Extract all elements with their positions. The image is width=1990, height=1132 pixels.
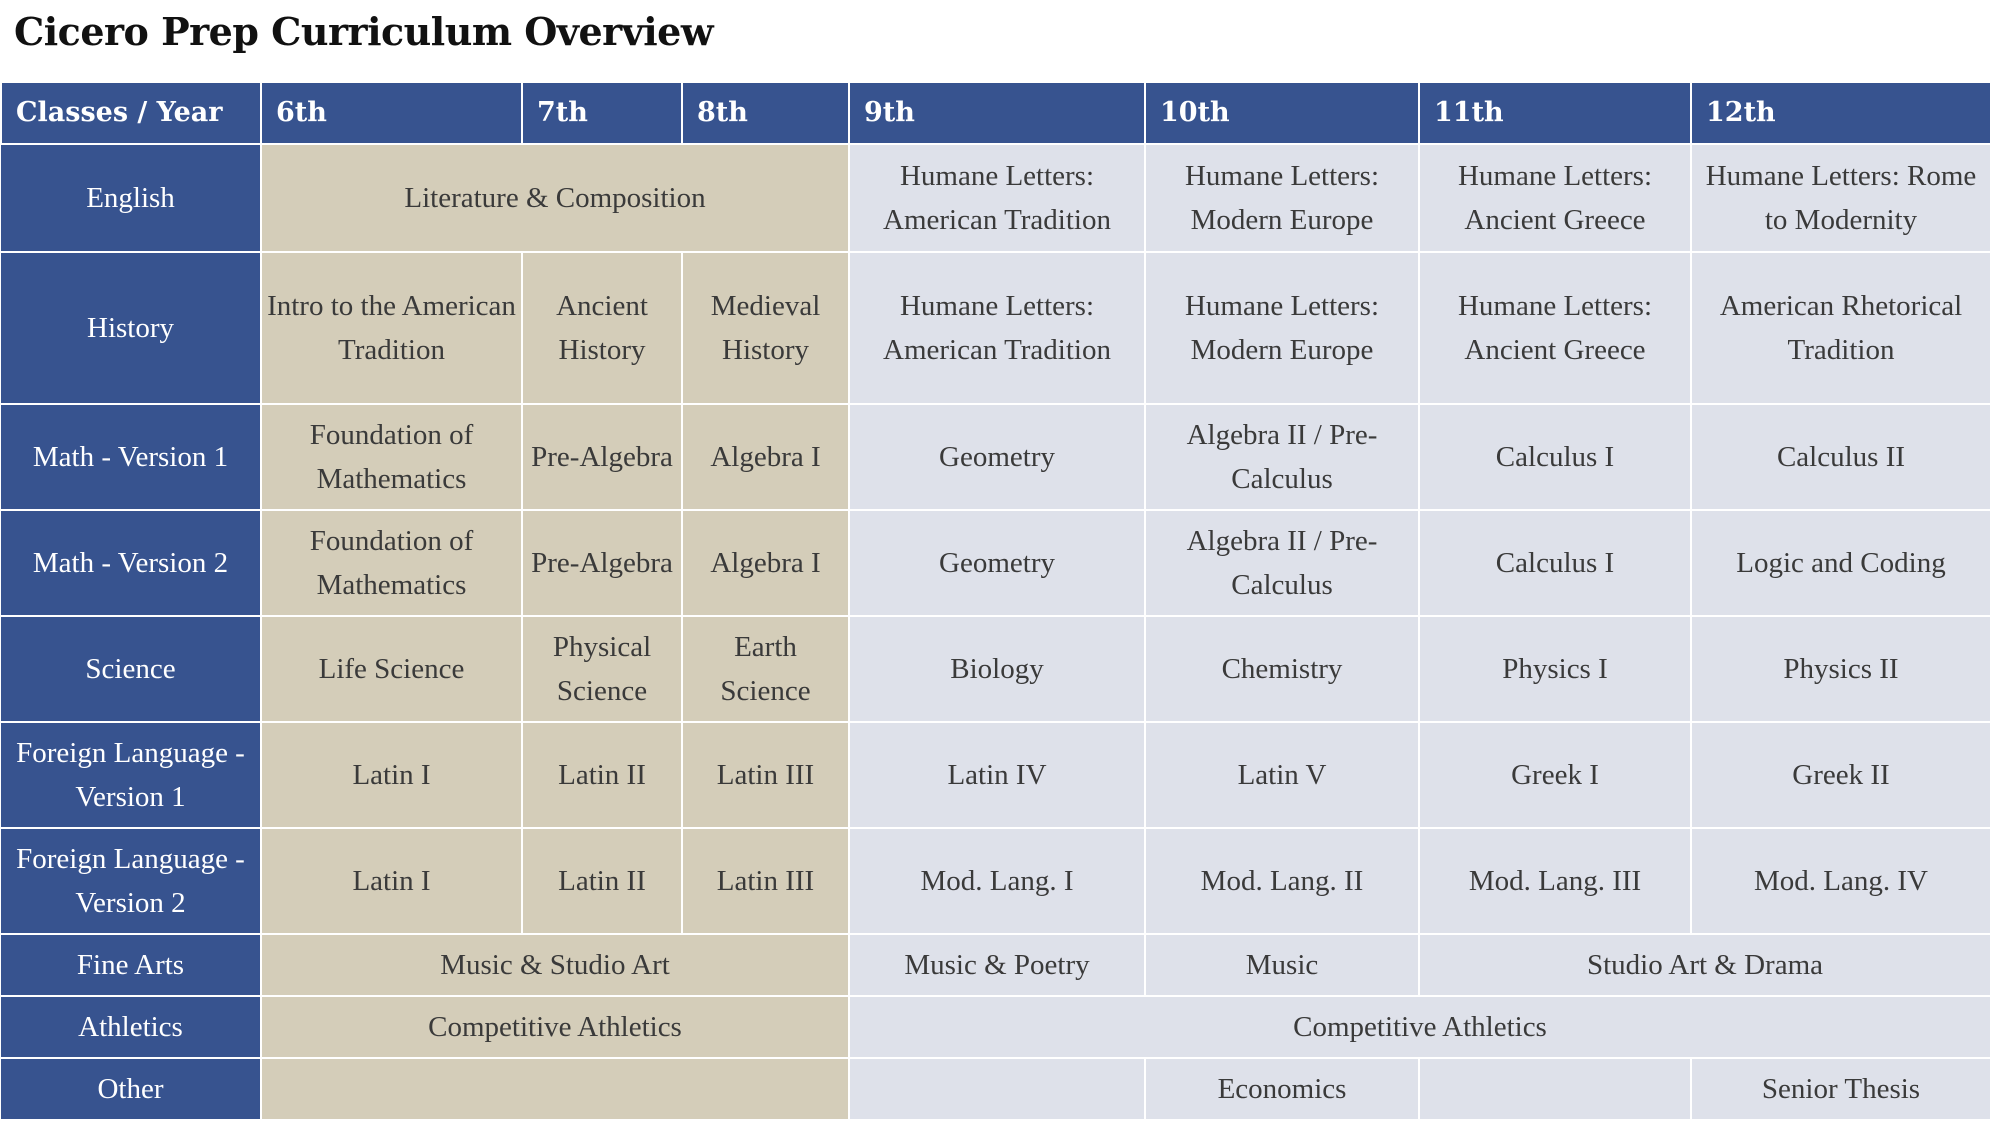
math1-8th: Algebra I bbox=[681, 403, 850, 511]
row-label-math-2: Math - Version 2 bbox=[1, 509, 262, 617]
math2-9th: Geometry bbox=[848, 509, 1146, 617]
year-header-12th: 12th bbox=[1690, 81, 1990, 145]
header-row: Classes / Year 6th 7th 8th 9th 10th 11th… bbox=[0, 81, 1990, 145]
other-9th bbox=[848, 1057, 1146, 1121]
math1-6th: Foundation of Mathematics bbox=[260, 403, 523, 511]
row-other: Other Economics Senior Thesis bbox=[1, 1057, 1990, 1121]
arts-11th-12th: Studio Art & Drama bbox=[1418, 933, 1990, 997]
row-label-foreign-language-1: Foreign Language - Version 1 bbox=[1, 721, 262, 829]
math1-10th: Algebra II / Pre-Calculus bbox=[1144, 403, 1420, 511]
lang1-8th: Latin III bbox=[681, 721, 850, 829]
year-header-10th: 10th bbox=[1144, 81, 1420, 145]
lang1-6th: Latin I bbox=[260, 721, 523, 829]
math2-12th: Logic and Coding bbox=[1690, 509, 1990, 617]
lang1-7th: Latin II bbox=[521, 721, 683, 829]
lang2-6th: Latin I bbox=[260, 827, 523, 935]
science-8th: Earth Science bbox=[681, 615, 850, 723]
row-science: Science Life Science Physical Science Ea… bbox=[1, 615, 1990, 723]
row-history: History Intro to the American Tradition … bbox=[1, 251, 1990, 405]
science-6th: Life Science bbox=[260, 615, 523, 723]
lang2-10th: Mod. Lang. II bbox=[1144, 827, 1420, 935]
year-header-7th: 7th bbox=[521, 81, 683, 145]
other-11th bbox=[1418, 1057, 1692, 1121]
lang2-11th: Mod. Lang. III bbox=[1418, 827, 1692, 935]
arts-middle-school: Music & Studio Art bbox=[260, 933, 850, 997]
history-9th: Humane Letters: American Tradition bbox=[848, 251, 1146, 405]
science-11th: Physics I bbox=[1418, 615, 1692, 723]
science-12th: Physics II bbox=[1690, 615, 1990, 723]
year-header-9th: 9th bbox=[848, 81, 1146, 145]
row-label-other: Other bbox=[1, 1057, 262, 1121]
history-8th: Medieval History bbox=[681, 251, 850, 405]
lang1-12th: Greek II bbox=[1690, 721, 1990, 829]
english-9th: Humane Letters: American Tradition bbox=[848, 143, 1146, 253]
arts-10th: Music bbox=[1144, 933, 1420, 997]
corner-header: Classes / Year bbox=[0, 81, 262, 145]
english-middle-school: Literature & Composition bbox=[260, 143, 850, 253]
math2-10th: Algebra II / Pre-Calculus bbox=[1144, 509, 1420, 617]
math1-12th: Calculus II bbox=[1690, 403, 1990, 511]
year-header-11th: 11th bbox=[1418, 81, 1692, 145]
row-foreign-language-2: Foreign Language - Version 2 Latin I Lat… bbox=[1, 827, 1990, 935]
row-english: English Literature & Composition Humane … bbox=[1, 143, 1990, 253]
curriculum-table: Classes / Year 6th 7th 8th 9th 10th 11th… bbox=[0, 81, 1990, 1121]
lang1-10th: Latin V bbox=[1144, 721, 1420, 829]
math2-8th: Algebra I bbox=[681, 509, 850, 617]
history-7th: Ancient History bbox=[521, 251, 683, 405]
english-12th: Humane Letters: Rome to Modernity bbox=[1690, 143, 1990, 253]
athletics-middle-school: Competitive Athletics bbox=[260, 995, 850, 1059]
lang2-8th: Latin III bbox=[681, 827, 850, 935]
history-10th: Humane Letters: Modern Europe bbox=[1144, 251, 1420, 405]
row-athletics: Athletics Competitive Athletics Competit… bbox=[1, 995, 1990, 1059]
other-middle-school bbox=[260, 1057, 850, 1121]
math1-9th: Geometry bbox=[848, 403, 1146, 511]
lang2-9th: Mod. Lang. I bbox=[848, 827, 1146, 935]
lang2-12th: Mod. Lang. IV bbox=[1690, 827, 1990, 935]
row-math-2: Math - Version 2 Foundation of Mathemati… bbox=[1, 509, 1990, 617]
row-label-english: English bbox=[1, 143, 262, 253]
lang1-11th: Greek I bbox=[1418, 721, 1692, 829]
athletics-high-school: Competitive Athletics bbox=[848, 995, 1990, 1059]
math1-11th: Calculus I bbox=[1418, 403, 1692, 511]
year-header-8th: 8th bbox=[681, 81, 850, 145]
history-6th: Intro to the American Tradition bbox=[260, 251, 523, 405]
english-11th: Humane Letters: Ancient Greece bbox=[1418, 143, 1692, 253]
history-12th: American Rhetorical Tradition bbox=[1690, 251, 1990, 405]
english-10th: Humane Letters: Modern Europe bbox=[1144, 143, 1420, 253]
row-foreign-language-1: Foreign Language - Version 1 Latin I Lat… bbox=[1, 721, 1990, 829]
row-label-fine-arts: Fine Arts bbox=[1, 933, 262, 997]
row-label-history: History bbox=[1, 251, 262, 405]
row-label-science: Science bbox=[1, 615, 262, 723]
row-label-athletics: Athletics bbox=[1, 995, 262, 1059]
math2-11th: Calculus I bbox=[1418, 509, 1692, 617]
science-7th: Physical Science bbox=[521, 615, 683, 723]
math1-7th: Pre-Algebra bbox=[521, 403, 683, 511]
science-9th: Biology bbox=[848, 615, 1146, 723]
arts-9th: Music & Poetry bbox=[848, 933, 1146, 997]
history-11th: Humane Letters: Ancient Greece bbox=[1418, 251, 1692, 405]
year-header-6th: 6th bbox=[260, 81, 523, 145]
science-10th: Chemistry bbox=[1144, 615, 1420, 723]
page-title: Cicero Prep Curriculum Overview bbox=[14, 9, 714, 54]
row-label-foreign-language-2: Foreign Language - Version 2 bbox=[1, 827, 262, 935]
math2-7th: Pre-Algebra bbox=[521, 509, 683, 617]
other-10th: Economics bbox=[1144, 1057, 1420, 1121]
row-label-math-1: Math - Version 1 bbox=[1, 403, 262, 511]
other-12th: Senior Thesis bbox=[1690, 1057, 1990, 1121]
row-fine-arts: Fine Arts Music & Studio Art Music & Poe… bbox=[1, 933, 1990, 997]
lang2-7th: Latin II bbox=[521, 827, 683, 935]
row-math-1: Math - Version 1 Foundation of Mathemati… bbox=[1, 403, 1990, 511]
math2-6th: Foundation of Mathematics bbox=[260, 509, 523, 617]
lang1-9th: Latin IV bbox=[848, 721, 1146, 829]
